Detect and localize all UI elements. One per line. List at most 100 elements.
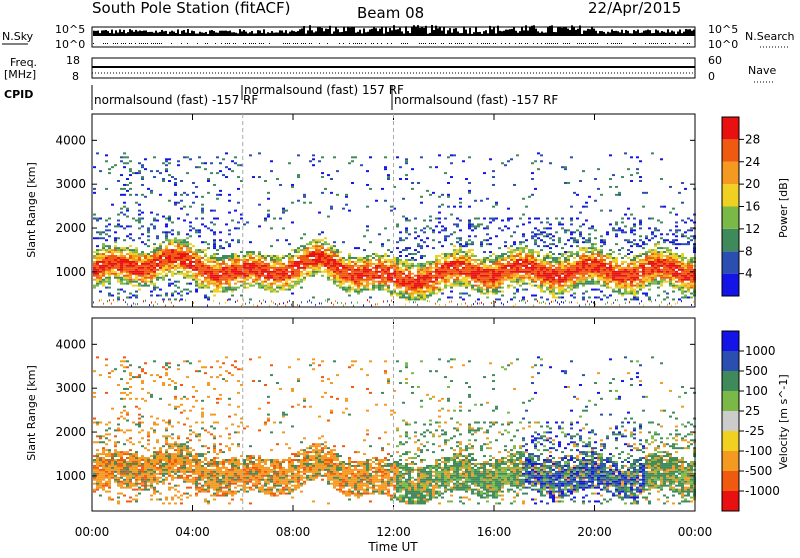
power-cell [408, 275, 411, 277]
power-cell [540, 154, 543, 156]
power-cell [675, 255, 678, 257]
power-cell [528, 269, 531, 271]
power-cell [588, 259, 591, 261]
power-cell [528, 221, 531, 223]
power-cell [375, 271, 378, 273]
power-cell [237, 257, 240, 259]
power-cell [537, 255, 540, 257]
power-cell [480, 291, 483, 293]
power-cell [354, 291, 357, 293]
power-cell [519, 269, 522, 271]
power-cell [303, 277, 306, 279]
power-cell [108, 283, 111, 285]
power-cell [582, 263, 585, 265]
power-cell [450, 269, 453, 271]
power-cell [543, 255, 546, 257]
noise-bar [445, 34, 447, 36]
power-cell [480, 245, 483, 247]
power-cell [645, 259, 648, 261]
power-cell [648, 227, 651, 229]
power-cell [234, 277, 237, 279]
power-cell [216, 289, 219, 291]
power-cell [258, 251, 261, 253]
power-cell [117, 257, 120, 259]
power-cell [633, 273, 636, 275]
power-cell [429, 261, 432, 263]
power-speckle [113, 299, 114, 301]
power-cell [495, 298, 498, 300]
power-cell [312, 261, 315, 263]
power-cell [111, 259, 114, 261]
power-cell [606, 269, 609, 271]
power-cell [507, 255, 510, 257]
power-cell [501, 263, 504, 265]
power-cell [633, 263, 636, 265]
power-cell [387, 287, 390, 289]
power-cell [141, 166, 144, 168]
noise-bar [323, 31, 325, 36]
power-cell [309, 275, 312, 277]
power-cell [465, 273, 468, 275]
power-cell [117, 219, 120, 221]
power-cell [495, 204, 498, 206]
power-cell [318, 251, 321, 253]
power-cell [198, 267, 201, 269]
power-cell [579, 231, 582, 233]
power-cell [441, 253, 444, 255]
power-cell [354, 289, 357, 291]
power-cell [657, 241, 660, 243]
power-cell [660, 255, 663, 257]
power-cell [231, 269, 234, 271]
power-cell [204, 279, 207, 281]
power-speckle [109, 299, 110, 301]
power-cell [600, 279, 603, 281]
power-cell [216, 156, 219, 158]
power-cell [126, 281, 129, 283]
power-cell [609, 271, 612, 273]
power-cell [675, 231, 678, 233]
power-cell [369, 255, 372, 257]
power-cell [456, 263, 459, 265]
power-cell [369, 156, 372, 158]
power-cell [141, 259, 144, 261]
power-cell [342, 265, 345, 267]
power-cell [609, 210, 612, 212]
power-cell [663, 247, 666, 249]
noise-bar [597, 33, 599, 36]
noise-bar [415, 28, 417, 36]
power-cell [624, 281, 627, 283]
power-cell [438, 261, 441, 263]
power-cell [546, 245, 549, 247]
power-cell [108, 275, 111, 277]
power-cell [570, 233, 573, 235]
power-cell [138, 265, 141, 267]
power-cell [135, 281, 138, 283]
power-cell [537, 152, 540, 154]
power-cell [666, 271, 669, 273]
power-cell [570, 281, 573, 283]
power-cell [222, 291, 225, 293]
power-cell [303, 263, 306, 265]
power-cell [555, 287, 558, 289]
power-cell [174, 241, 177, 243]
power-cell [165, 253, 168, 255]
power-cell [441, 245, 444, 247]
power-cell [420, 269, 423, 271]
power-cell [621, 176, 624, 178]
power-cell [600, 265, 603, 267]
power-cell [285, 281, 288, 283]
power-cell [408, 289, 411, 291]
power-cell [501, 267, 504, 269]
power-cell [168, 259, 171, 261]
power-cell [489, 285, 492, 287]
power-cell [333, 255, 336, 257]
power-cell [618, 265, 621, 267]
power-cell [168, 219, 171, 221]
power-cell [606, 287, 609, 289]
power-cell [438, 218, 441, 220]
power-cell [225, 257, 228, 259]
power-cell [570, 265, 573, 267]
power-cell [363, 263, 366, 265]
power-cell [228, 245, 231, 247]
noise-bar [655, 30, 657, 36]
